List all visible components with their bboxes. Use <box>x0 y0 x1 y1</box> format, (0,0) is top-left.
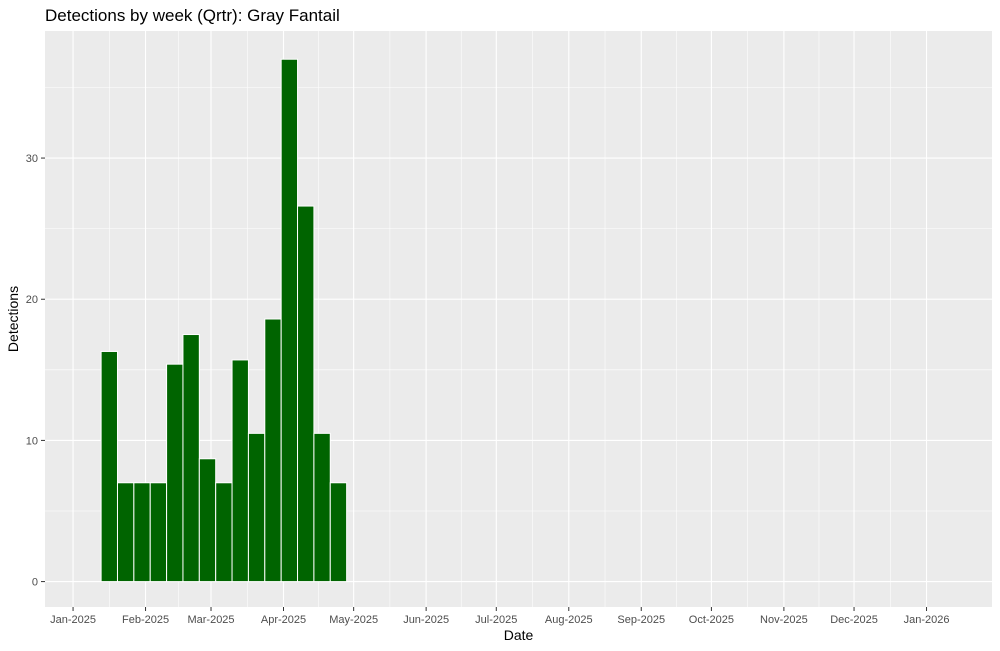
bars <box>100 58 348 583</box>
bar <box>166 363 184 583</box>
x-tick-label: Apr-2025 <box>261 614 306 626</box>
x-tick-label: Jan-2025 <box>50 614 96 626</box>
bar <box>133 482 151 583</box>
bar <box>297 205 315 583</box>
x-tick-label: May-2025 <box>329 614 378 626</box>
x-tick-label: Jul-2025 <box>475 614 517 626</box>
bar <box>116 482 135 583</box>
axis-ticks <box>41 157 928 611</box>
bar <box>198 458 217 583</box>
x-tick-labels: Jan-2025 Feb-2025 Mar-2025 Apr-2025 May-2025… <box>50 614 949 626</box>
x-tick-label: Sep-2025 <box>617 614 665 626</box>
y-tick-labels: 0 10 20 30 <box>26 153 38 589</box>
x-axis-title: Date <box>504 627 534 643</box>
x-tick-label: Dec-2025 <box>830 614 878 626</box>
y-tick-label: 10 <box>26 435 38 447</box>
x-tick-label: Jun-2025 <box>403 614 449 626</box>
bar <box>231 359 249 583</box>
bar <box>149 482 168 583</box>
x-tick-label: Nov-2025 <box>760 614 808 626</box>
x-tick-label: Aug-2025 <box>545 614 593 626</box>
bar <box>313 432 331 583</box>
bar <box>329 482 348 583</box>
x-tick-label: Jan-2026 <box>904 614 950 626</box>
y-tick-label: 0 <box>32 577 38 589</box>
chart-title: Detections by week (Qrtr): Gray Fantail <box>45 6 340 25</box>
x-tick-label: Oct-2025 <box>689 614 734 626</box>
bar <box>280 58 299 583</box>
bar <box>100 350 118 583</box>
bar <box>215 482 233 583</box>
grid-minor <box>45 31 992 607</box>
bar <box>182 334 200 583</box>
y-axis-title: Detections <box>5 286 21 352</box>
x-tick-label: Mar-2025 <box>187 614 234 626</box>
x-tick-label: Feb-2025 <box>122 614 169 626</box>
y-tick-label: 20 <box>26 294 38 306</box>
bar <box>247 432 266 583</box>
y-tick-label: 30 <box>26 153 38 165</box>
bar <box>264 318 282 583</box>
